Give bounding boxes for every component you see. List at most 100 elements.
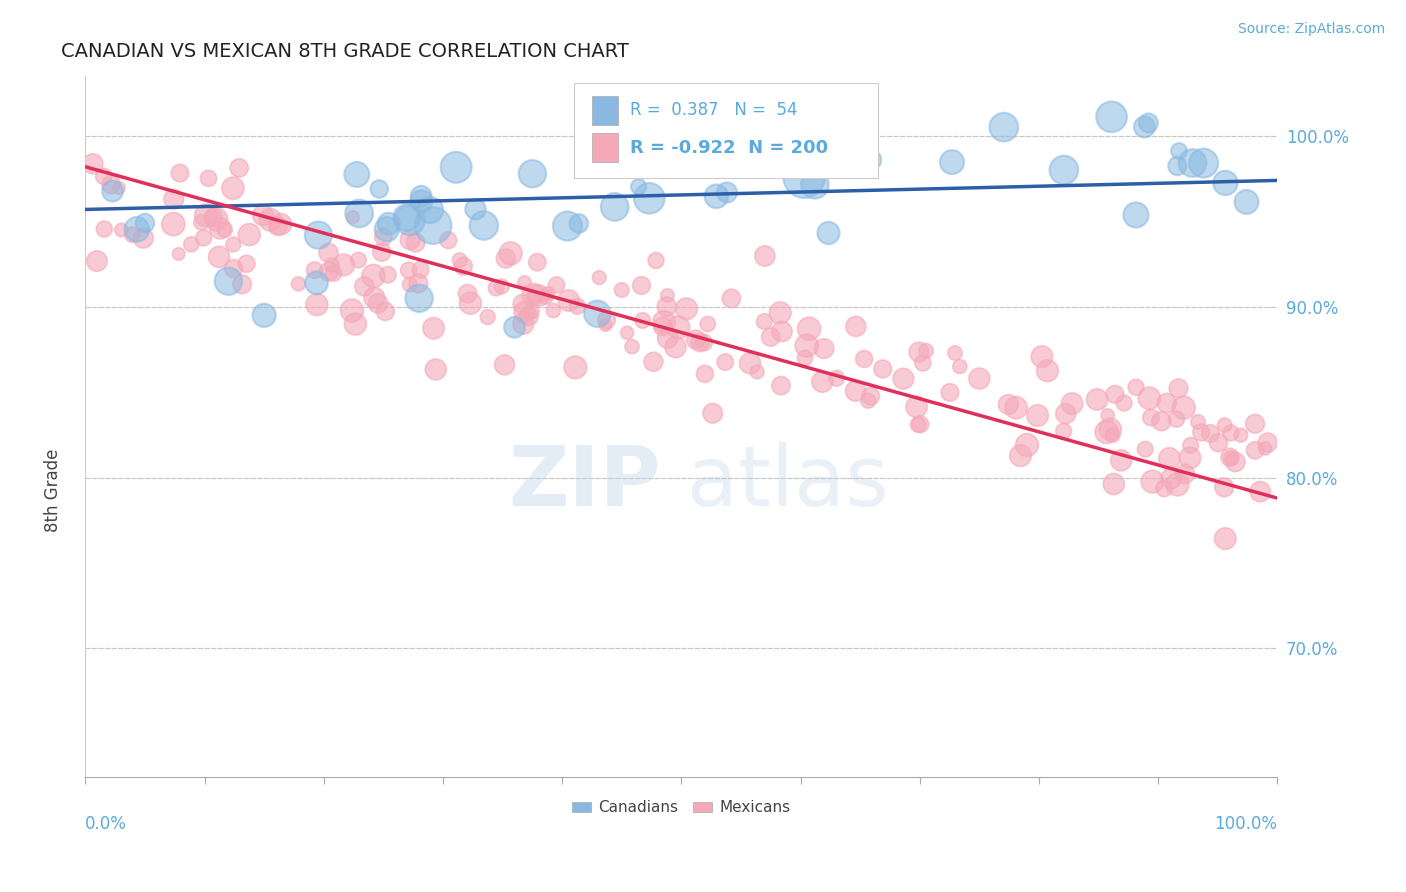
- Point: [588, 270, 610, 285]
- Point: [1180, 438, 1202, 452]
- Point: [770, 325, 793, 339]
- Point: [457, 286, 479, 301]
- Point: [1053, 163, 1076, 178]
- Point: [714, 355, 737, 369]
- Point: [893, 372, 915, 386]
- Point: [905, 400, 928, 414]
- Text: Source: ZipAtlas.com: Source: ZipAtlas.com: [1237, 22, 1385, 37]
- Point: [214, 223, 236, 237]
- Point: [1208, 435, 1230, 450]
- Point: [1213, 480, 1236, 494]
- Point: [1215, 176, 1237, 190]
- Point: [813, 342, 835, 356]
- Point: [1160, 471, 1182, 485]
- Point: [804, 178, 827, 192]
- Legend: Canadians, Mexicans: Canadians, Mexicans: [567, 794, 797, 822]
- Point: [1101, 110, 1123, 124]
- Point: [374, 304, 396, 318]
- Point: [1015, 438, 1038, 452]
- Point: [693, 335, 716, 350]
- Point: [1192, 156, 1215, 170]
- Point: [499, 246, 522, 260]
- Text: 8th Grade: 8th Grade: [45, 449, 62, 533]
- Point: [664, 340, 686, 354]
- Point: [522, 287, 544, 301]
- Point: [422, 321, 444, 335]
- Point: [1159, 451, 1181, 466]
- Point: [557, 293, 579, 308]
- Point: [180, 237, 202, 252]
- Point: [332, 258, 354, 272]
- Point: [318, 265, 340, 279]
- Point: [603, 200, 626, 214]
- Point: [270, 217, 292, 231]
- Point: [1085, 392, 1108, 407]
- Point: [793, 170, 815, 185]
- Point: [287, 277, 309, 291]
- Point: [638, 191, 661, 205]
- Point: [259, 212, 281, 227]
- Point: [1153, 482, 1175, 496]
- Point: [491, 279, 513, 293]
- Point: [1101, 428, 1123, 442]
- Point: [377, 217, 399, 231]
- Point: [910, 417, 932, 432]
- Point: [231, 277, 253, 292]
- Point: [1167, 381, 1189, 395]
- Point: [503, 320, 526, 334]
- Point: [307, 228, 329, 243]
- Point: [411, 194, 433, 209]
- Point: [399, 213, 422, 227]
- FancyBboxPatch shape: [592, 95, 619, 125]
- Point: [377, 268, 399, 282]
- Point: [595, 318, 617, 332]
- Point: [395, 211, 418, 225]
- Point: [205, 212, 228, 227]
- Point: [1125, 380, 1147, 394]
- Point: [727, 155, 749, 169]
- Point: [93, 169, 115, 184]
- Point: [163, 192, 186, 206]
- Point: [769, 306, 792, 320]
- Point: [512, 297, 534, 311]
- Point: [1104, 387, 1126, 401]
- Point: [693, 367, 716, 381]
- Point: [1168, 144, 1191, 158]
- Point: [1097, 409, 1119, 423]
- Point: [1125, 208, 1147, 222]
- Point: [437, 233, 460, 247]
- Point: [616, 326, 638, 340]
- Point: [567, 299, 589, 313]
- Point: [1133, 442, 1156, 457]
- Point: [766, 153, 789, 167]
- Point: [318, 245, 340, 260]
- Point: [1219, 450, 1241, 465]
- Point: [1102, 477, 1125, 491]
- Point: [100, 178, 122, 192]
- Point: [595, 313, 617, 327]
- Point: [513, 305, 536, 319]
- Point: [997, 397, 1019, 411]
- Point: [716, 186, 738, 200]
- Point: [125, 222, 148, 236]
- Point: [1225, 455, 1247, 469]
- Point: [1213, 418, 1236, 433]
- Point: [586, 307, 609, 321]
- Point: [347, 206, 370, 220]
- Point: [908, 345, 931, 359]
- Point: [1142, 475, 1164, 489]
- Point: [1095, 425, 1118, 439]
- Text: CANADIAN VS MEXICAN 8TH GRADE CORRELATION CHART: CANADIAN VS MEXICAN 8TH GRADE CORRELATIO…: [62, 42, 630, 61]
- Point: [472, 219, 495, 233]
- Point: [190, 215, 212, 229]
- Point: [162, 217, 184, 231]
- Point: [1244, 443, 1267, 458]
- Point: [371, 245, 394, 260]
- Point: [134, 216, 156, 230]
- Point: [1219, 450, 1241, 465]
- Point: [797, 322, 820, 336]
- Point: [969, 371, 991, 385]
- Point: [344, 317, 367, 331]
- Point: [93, 222, 115, 236]
- Point: [720, 292, 742, 306]
